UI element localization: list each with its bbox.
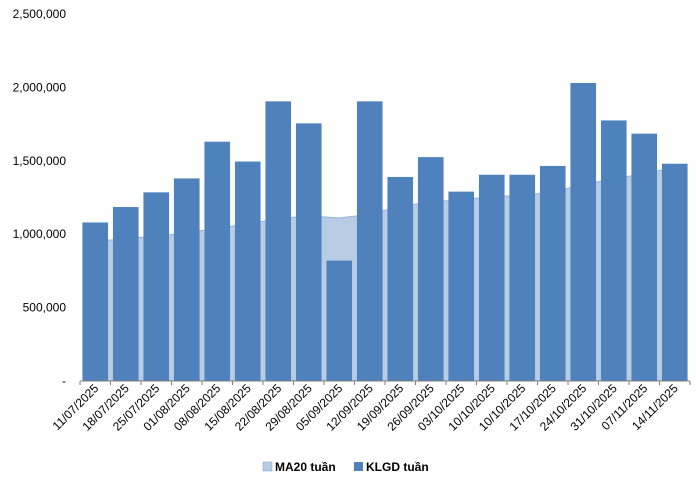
bar-klgd — [265, 101, 292, 381]
bar-klgd — [570, 82, 597, 381]
y-tick-label: 2,500,000 — [13, 7, 67, 21]
legend-label-klgd: KLGD tuần — [366, 460, 429, 474]
y-tick-label: 1,500,000 — [13, 154, 67, 168]
bar-klgd — [356, 101, 383, 381]
bar-klgd — [387, 176, 414, 381]
y-tick-label: - — [62, 374, 66, 388]
bar-klgd — [448, 191, 475, 381]
bar-klgd — [478, 174, 505, 381]
y-tick-label: 500,000 — [23, 301, 67, 315]
bar-klgd — [539, 165, 566, 381]
bar-klgd — [234, 161, 261, 381]
bar-klgd — [204, 141, 231, 381]
bar-klgd — [326, 260, 353, 381]
y-tick-label: 2,000,000 — [13, 80, 67, 94]
bar-klgd — [661, 163, 688, 381]
y-tick-label: 1,000,000 — [13, 227, 67, 241]
legend: MA20 tuần KLGD tuần — [262, 460, 429, 474]
legend-label-ma20: MA20 tuần — [275, 460, 336, 474]
bar-klgd — [112, 207, 139, 381]
bar-klgd — [295, 123, 322, 381]
bar-klgd — [631, 133, 658, 381]
bar-klgd — [417, 157, 444, 381]
bar-klgd — [600, 120, 627, 382]
legend-swatch-ma20 — [262, 461, 273, 472]
bar-layer — [82, 82, 688, 382]
bar-klgd — [509, 174, 536, 381]
bar-klgd — [143, 192, 170, 381]
bar-klgd — [173, 178, 200, 381]
legend-swatch-klgd — [354, 462, 363, 471]
bar-klgd — [82, 222, 109, 381]
